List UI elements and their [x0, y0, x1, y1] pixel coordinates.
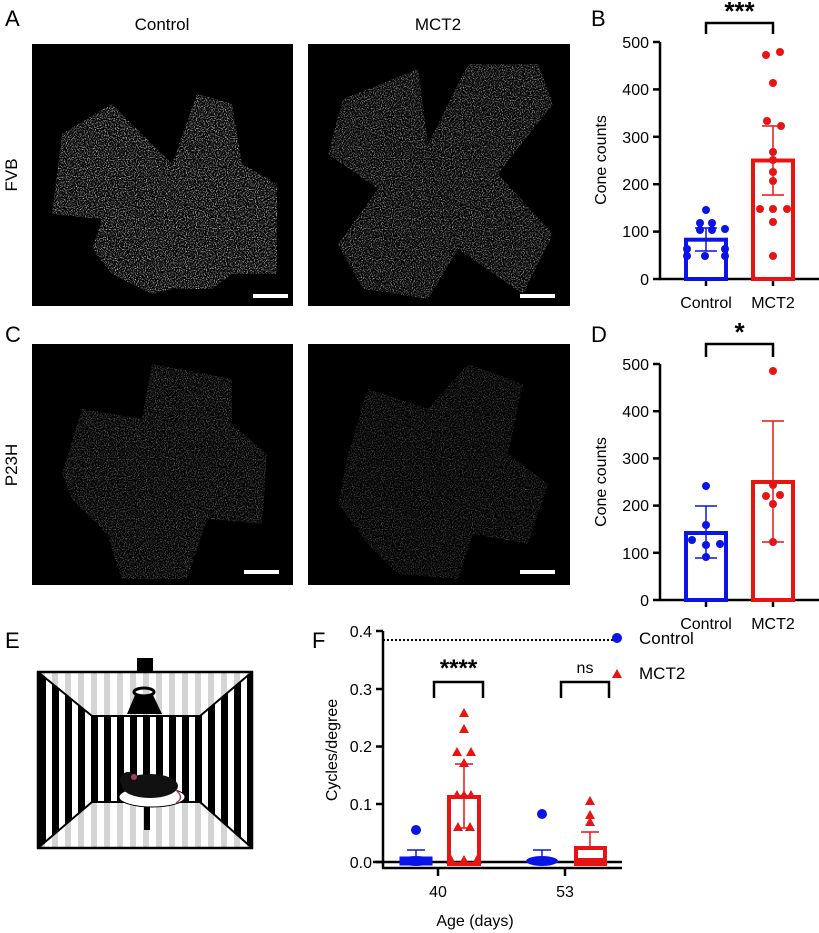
- scale-bar: [520, 294, 555, 298]
- panel-letter-b: B: [591, 6, 606, 31]
- retina-image-p23h-mct2: [308, 344, 570, 585]
- panel-letter-c: C: [5, 322, 21, 347]
- column-title-mct2: MCT2: [414, 15, 462, 34]
- retina-flatmount: [308, 44, 570, 306]
- retina-flatmount: [32, 44, 293, 306]
- x-axis-label: Age (days): [436, 913, 513, 930]
- retina-flatmount: [308, 344, 570, 585]
- legend: Control MCT2: [612, 629, 694, 683]
- significance-brackets: **** ns: [432, 655, 611, 698]
- svg-text:***: ***: [724, 0, 755, 26]
- y-axis: 500 400 300 200 100 0 Cone counts: [593, 35, 662, 289]
- y-axis-label: Cycles/degree: [324, 699, 341, 801]
- svg-text:0: 0: [640, 272, 649, 289]
- svg-text:0.3: 0.3: [350, 682, 372, 699]
- mouse-icon: [120, 772, 182, 804]
- camera-icon: [137, 658, 153, 672]
- y-axis: 0.4 0.3 0.2 0.1 0.0 Cycles/degree: [324, 624, 385, 872]
- svg-text:200: 200: [622, 498, 649, 515]
- svg-text:0.2: 0.2: [350, 739, 372, 756]
- bar-control: [683, 206, 729, 281]
- y-axis-label: Cone counts: [593, 437, 610, 527]
- svg-text:300: 300: [622, 130, 649, 147]
- significance-bracket: ***: [704, 0, 775, 34]
- retina-image-p23h-control: [32, 344, 293, 585]
- svg-text:100: 100: [622, 224, 649, 241]
- svg-text:400: 400: [622, 82, 649, 99]
- x-axis: Control MCT2: [659, 277, 819, 312]
- y-axis: 500 400 300 200 100 0 Cone counts: [593, 357, 662, 610]
- retina-image-fvb-control: [32, 44, 293, 306]
- svg-text:500: 500: [622, 357, 649, 374]
- panel-letter-d: D: [591, 322, 607, 347]
- svg-text:0.1: 0.1: [350, 797, 372, 814]
- legend-triangle-icon: [612, 669, 622, 678]
- panel-letter-f: F: [312, 628, 326, 653]
- bar-mct2: [751, 367, 795, 602]
- x-axis: 40 53 Age (days): [373, 860, 622, 930]
- scale-bar: [244, 570, 279, 574]
- panel-letter-a: A: [5, 6, 20, 31]
- scale-bar: [520, 570, 555, 574]
- column-title-control: Control: [134, 15, 190, 34]
- svg-text:400: 400: [622, 404, 649, 421]
- svg-text:ns: ns: [577, 660, 594, 677]
- bar-control: [684, 482, 728, 602]
- legend-circle-icon: [612, 633, 622, 643]
- svg-text:MCT2: MCT2: [751, 295, 795, 312]
- row-label-fvb: FVB: [2, 158, 21, 192]
- chart-d: 500 400 300 200 100 0 Cone counts Contro…: [593, 320, 819, 633]
- chart-b: 500 400 300 200 100 0 Cone counts Contro…: [593, 0, 819, 312]
- svg-text:0: 0: [640, 593, 649, 610]
- optomotor-apparatus-illustration: [36, 658, 254, 850]
- svg-text:500: 500: [622, 35, 649, 52]
- svg-text:40: 40: [429, 884, 447, 901]
- bar-control-53: [526, 809, 558, 866]
- row-label-p23h: P23H: [2, 443, 21, 487]
- legend-mct2: MCT2: [639, 664, 685, 683]
- svg-text:*: *: [734, 320, 745, 347]
- bar-mct2-40: [446, 708, 482, 866]
- svg-text:Control: Control: [680, 616, 732, 633]
- svg-text:200: 200: [622, 177, 649, 194]
- svg-text:0.4: 0.4: [350, 624, 372, 641]
- svg-text:****: ****: [440, 655, 478, 682]
- bar-mct2: [751, 48, 795, 281]
- svg-text:100: 100: [622, 546, 649, 563]
- significance-bracket: *: [704, 320, 775, 357]
- lamp-icon: [127, 686, 162, 714]
- svg-text:300: 300: [622, 451, 649, 468]
- y-axis-label: Cone counts: [593, 115, 610, 205]
- panel-letter-e: E: [5, 628, 20, 653]
- bar-control-40: [399, 825, 433, 866]
- bar-mct2-53: [574, 796, 607, 866]
- chart-f: 0.4 0.3 0.2 0.1 0.0 Cycles/degree 40 53 …: [324, 624, 694, 930]
- scale-bar: [253, 294, 288, 298]
- retina-flatmount: [32, 344, 293, 585]
- svg-text:0.0: 0.0: [350, 855, 372, 872]
- svg-text:53: 53: [556, 884, 574, 901]
- svg-text:Control: Control: [680, 295, 732, 312]
- legend-control: Control: [639, 629, 694, 648]
- retina-image-fvb-mct2: [308, 44, 570, 306]
- svg-text:MCT2: MCT2: [751, 616, 795, 633]
